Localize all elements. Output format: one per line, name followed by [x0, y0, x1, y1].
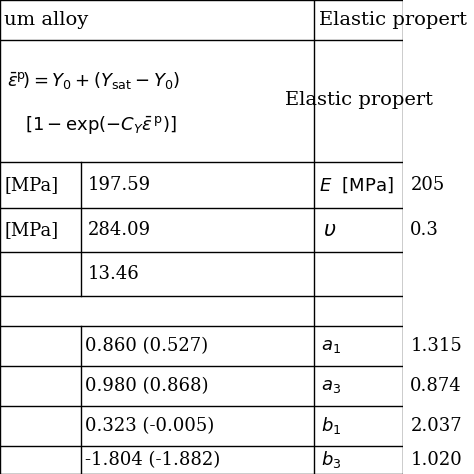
- Text: 0.323 (-0.005): 0.323 (-0.005): [85, 417, 214, 435]
- Text: $\upsilon$: $\upsilon$: [323, 220, 336, 240]
- Text: $a_3$: $a_3$: [321, 377, 341, 395]
- Text: 0.860 (0.527): 0.860 (0.527): [85, 337, 208, 355]
- Text: $b_3$: $b_3$: [321, 449, 342, 471]
- Text: [MPa]: [MPa]: [4, 221, 58, 239]
- Text: [MPa]: [MPa]: [4, 176, 58, 194]
- Text: Elastic propert: Elastic propert: [284, 91, 433, 109]
- Text: $b_1$: $b_1$: [321, 416, 341, 437]
- Text: $\bar{\varepsilon}^{\mathrm{p}}\!\left.\right) = Y_0 + \left(Y_{\mathrm{sat}} - : $\bar{\varepsilon}^{\mathrm{p}}\!\left.\…: [7, 70, 180, 91]
- Text: 2.037: 2.037: [410, 417, 462, 435]
- Text: 13.46: 13.46: [88, 265, 139, 283]
- Text: 0.874: 0.874: [410, 377, 462, 395]
- Text: 0.980 (0.868): 0.980 (0.868): [85, 377, 209, 395]
- Text: um alloy: um alloy: [4, 11, 89, 29]
- Text: $\left[1 - \exp\!\left(-C_Y\bar{\varepsilon}^{\,\mathrm{p}}\right)\right]$: $\left[1 - \exp\!\left(-C_Y\bar{\varepsi…: [26, 114, 177, 136]
- Text: 205: 205: [410, 176, 445, 194]
- Text: -1.804 (-1.882): -1.804 (-1.882): [85, 451, 220, 469]
- Text: $a_1$: $a_1$: [321, 337, 341, 355]
- Text: 197.59: 197.59: [88, 176, 151, 194]
- Text: 284.09: 284.09: [88, 221, 151, 239]
- Text: 1.315: 1.315: [410, 337, 462, 355]
- Text: 0.3: 0.3: [410, 221, 439, 239]
- Text: $E$  [MPa]: $E$ [MPa]: [319, 175, 393, 195]
- Text: 1.020: 1.020: [410, 451, 462, 469]
- Text: Elastic propert: Elastic propert: [319, 11, 466, 29]
